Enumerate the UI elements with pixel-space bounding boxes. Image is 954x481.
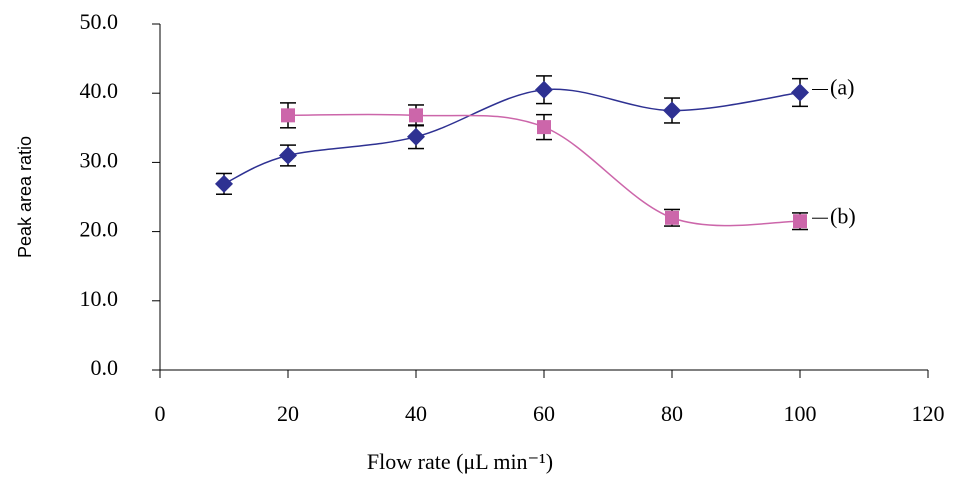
marker — [791, 84, 809, 102]
marker — [537, 120, 551, 134]
y-tick-label: 20.0 — [80, 217, 119, 242]
legend-label: (a) — [830, 75, 854, 100]
x-tick-label: 40 — [405, 401, 427, 426]
x-tick-label: 60 — [533, 401, 555, 426]
marker — [793, 214, 807, 228]
y-tick-label: 50.0 — [80, 9, 119, 34]
x-tick-label: 80 — [661, 401, 683, 426]
y-tick-label: 10.0 — [80, 286, 119, 311]
marker — [409, 108, 423, 122]
y-tick-label: 0.0 — [91, 355, 119, 380]
y-axis-title: Peak area ratio — [15, 136, 35, 258]
x-tick-label: 120 — [912, 401, 945, 426]
marker — [535, 81, 553, 99]
legend-label: (b) — [830, 203, 856, 228]
x-tick-label: 0 — [155, 401, 166, 426]
x-tick-label: 100 — [784, 401, 817, 426]
marker — [663, 102, 681, 120]
marker — [407, 128, 425, 146]
y-tick-label: 30.0 — [80, 147, 119, 172]
marker — [665, 211, 679, 225]
chart: Flow rate (μL min⁻¹) Peak area ratio 0.0… — [0, 0, 954, 481]
marker — [279, 146, 297, 164]
series-line — [224, 89, 800, 184]
y-tick-label: 40.0 — [80, 78, 119, 103]
marker — [281, 108, 295, 122]
x-axis-title: Flow rate (μL min⁻¹) — [367, 449, 553, 474]
page: Flow rate (μL min⁻¹) Peak area ratio 0.0… — [0, 0, 954, 481]
marker — [215, 175, 233, 193]
x-tick-label: 20 — [277, 401, 299, 426]
